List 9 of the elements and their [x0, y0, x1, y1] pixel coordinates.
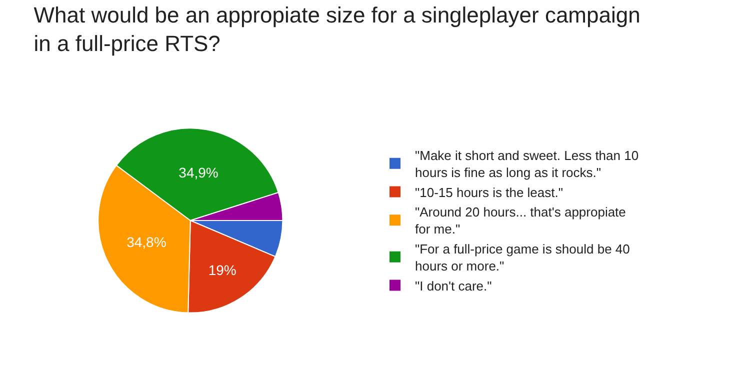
legend-label: "I don't care."	[415, 278, 492, 294]
legend-label: "Around 20 hours... that's appropiate for me."	[415, 204, 626, 237]
data-label: 34,9%	[178, 164, 218, 180]
data-label: 34,8%	[126, 234, 166, 250]
legend-label: "For a full-price game is should be 40 hours or more."	[415, 242, 630, 274]
legend-label: "10-15 hours is the least."	[415, 184, 564, 200]
data-label: 19%	[208, 262, 236, 278]
legend-label: "Make it short and sweet. Less than 10 hours is fine as long as it rocks."	[415, 148, 639, 180]
chart-title: What would be an appropiate size for a singleplayer campaign in a full-price RTS?	[34, 2, 640, 56]
